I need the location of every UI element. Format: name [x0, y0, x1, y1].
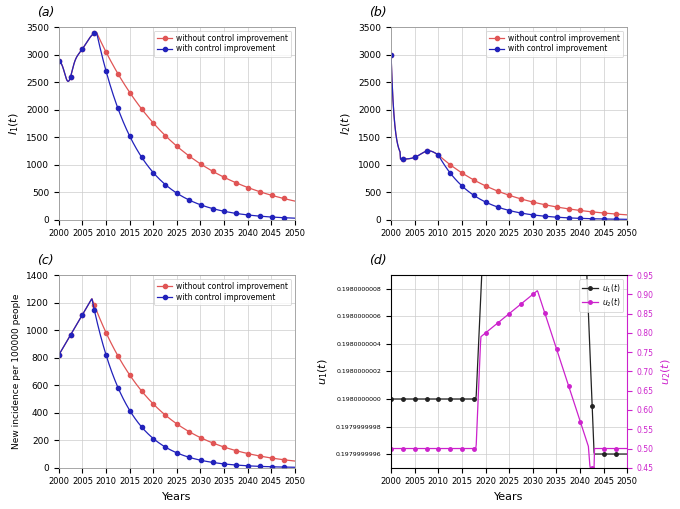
without control improvement — [169, 139, 177, 146]
Line: without control improvement: without control improvement — [56, 31, 297, 203]
$u_2(t)$ — [499, 316, 507, 322]
with control improvement — [581, 215, 589, 221]
$u_1(t)$ — [581, 228, 589, 234]
Line: with control improvement: with control improvement — [389, 52, 629, 221]
$u_2(t)$ — [581, 433, 589, 439]
with control improvement — [169, 187, 177, 193]
with control improvement — [183, 196, 191, 202]
with control improvement — [623, 216, 631, 222]
$u_2(t)$ — [533, 288, 541, 294]
Line: with control improvement: with control improvement — [56, 297, 297, 469]
with control improvement — [286, 215, 294, 221]
with control improvement — [196, 202, 204, 208]
without control improvement — [291, 458, 299, 464]
X-axis label: Years: Years — [163, 492, 192, 502]
without control improvement — [499, 190, 507, 196]
without control improvement — [196, 160, 204, 166]
with control improvement — [167, 447, 175, 454]
with control improvement — [55, 58, 63, 64]
Legend: without control improvement, with control improvement: without control improvement, with contro… — [486, 31, 624, 56]
Line: without control improvement: without control improvement — [389, 52, 629, 217]
Text: (b): (b) — [369, 7, 386, 19]
without control improvement — [249, 451, 257, 458]
without control improvement — [183, 428, 191, 434]
with control improvement — [515, 210, 523, 216]
Line: $u_1(t)$: $u_1(t)$ — [390, 0, 629, 456]
without control improvement — [169, 418, 177, 424]
Line: without control improvement: without control improvement — [56, 297, 297, 463]
without control improvement — [88, 296, 96, 302]
Legend: $u_1(t)$, $u_2(t)$: $u_1(t)$, $u_2(t)$ — [579, 279, 624, 312]
with control improvement — [500, 206, 509, 212]
with control improvement — [55, 352, 63, 358]
without control improvement — [617, 211, 626, 217]
with control improvement — [88, 296, 96, 302]
with control improvement — [249, 463, 257, 469]
$u_2(t)$ — [387, 445, 395, 451]
Legend: without control improvement, with control improvement: without control improvement, with contro… — [154, 279, 291, 305]
Y-axis label: $I_1(t)$: $I_1(t)$ — [7, 112, 20, 135]
$u_1(t)$ — [590, 451, 598, 457]
$u_1(t)$ — [623, 451, 631, 457]
with control improvement — [528, 212, 536, 218]
without control improvement — [623, 212, 631, 218]
without control improvement — [183, 151, 191, 157]
with control improvement — [286, 464, 294, 470]
$u_2(t)$ — [623, 445, 631, 451]
Legend: without control improvement, with control improvement: without control improvement, with contro… — [154, 31, 291, 56]
without control improvement — [55, 58, 63, 64]
$u_1(t)$ — [387, 396, 395, 402]
without control improvement — [528, 199, 536, 205]
with control improvement — [169, 448, 177, 454]
without control improvement — [286, 458, 294, 464]
with control improvement — [499, 206, 507, 212]
with control improvement — [617, 216, 626, 222]
$u_2(t)$ — [500, 315, 509, 321]
Y-axis label: $u_2(t)$: $u_2(t)$ — [660, 358, 673, 385]
$u_2(t)$ — [586, 465, 594, 471]
without control improvement — [286, 197, 294, 203]
X-axis label: Years: Years — [494, 492, 524, 502]
Y-axis label: $I_2(t)$: $I_2(t)$ — [339, 112, 353, 135]
with control improvement — [196, 457, 204, 463]
without control improvement — [291, 198, 299, 204]
$u_2(t)$ — [528, 292, 536, 298]
$u_2(t)$ — [618, 445, 626, 451]
$u_2(t)$ — [515, 303, 523, 309]
with control improvement — [167, 186, 175, 192]
Y-axis label: $u_1(t)$: $u_1(t)$ — [317, 358, 330, 385]
with control improvement — [291, 215, 299, 221]
with control improvement — [249, 212, 257, 218]
with control improvement — [183, 454, 191, 460]
Y-axis label: New incidence per 100000 people: New incidence per 100000 people — [12, 294, 20, 449]
with control improvement — [291, 464, 299, 470]
with control improvement — [387, 51, 395, 58]
without control improvement — [55, 352, 63, 358]
without control improvement — [92, 30, 100, 36]
without control improvement — [387, 51, 395, 58]
Text: (d): (d) — [369, 254, 386, 267]
Line: $u_2(t)$: $u_2(t)$ — [390, 289, 629, 469]
without control improvement — [249, 186, 257, 192]
with control improvement — [92, 30, 100, 36]
Text: (c): (c) — [37, 254, 54, 267]
without control improvement — [167, 417, 175, 423]
$u_1(t)$ — [618, 451, 626, 457]
without control improvement — [167, 138, 175, 145]
without control improvement — [500, 191, 509, 197]
Text: (a): (a) — [37, 7, 54, 19]
without control improvement — [515, 195, 523, 202]
without control improvement — [196, 434, 204, 440]
Line: with control improvement: with control improvement — [56, 31, 297, 220]
without control improvement — [581, 208, 589, 214]
